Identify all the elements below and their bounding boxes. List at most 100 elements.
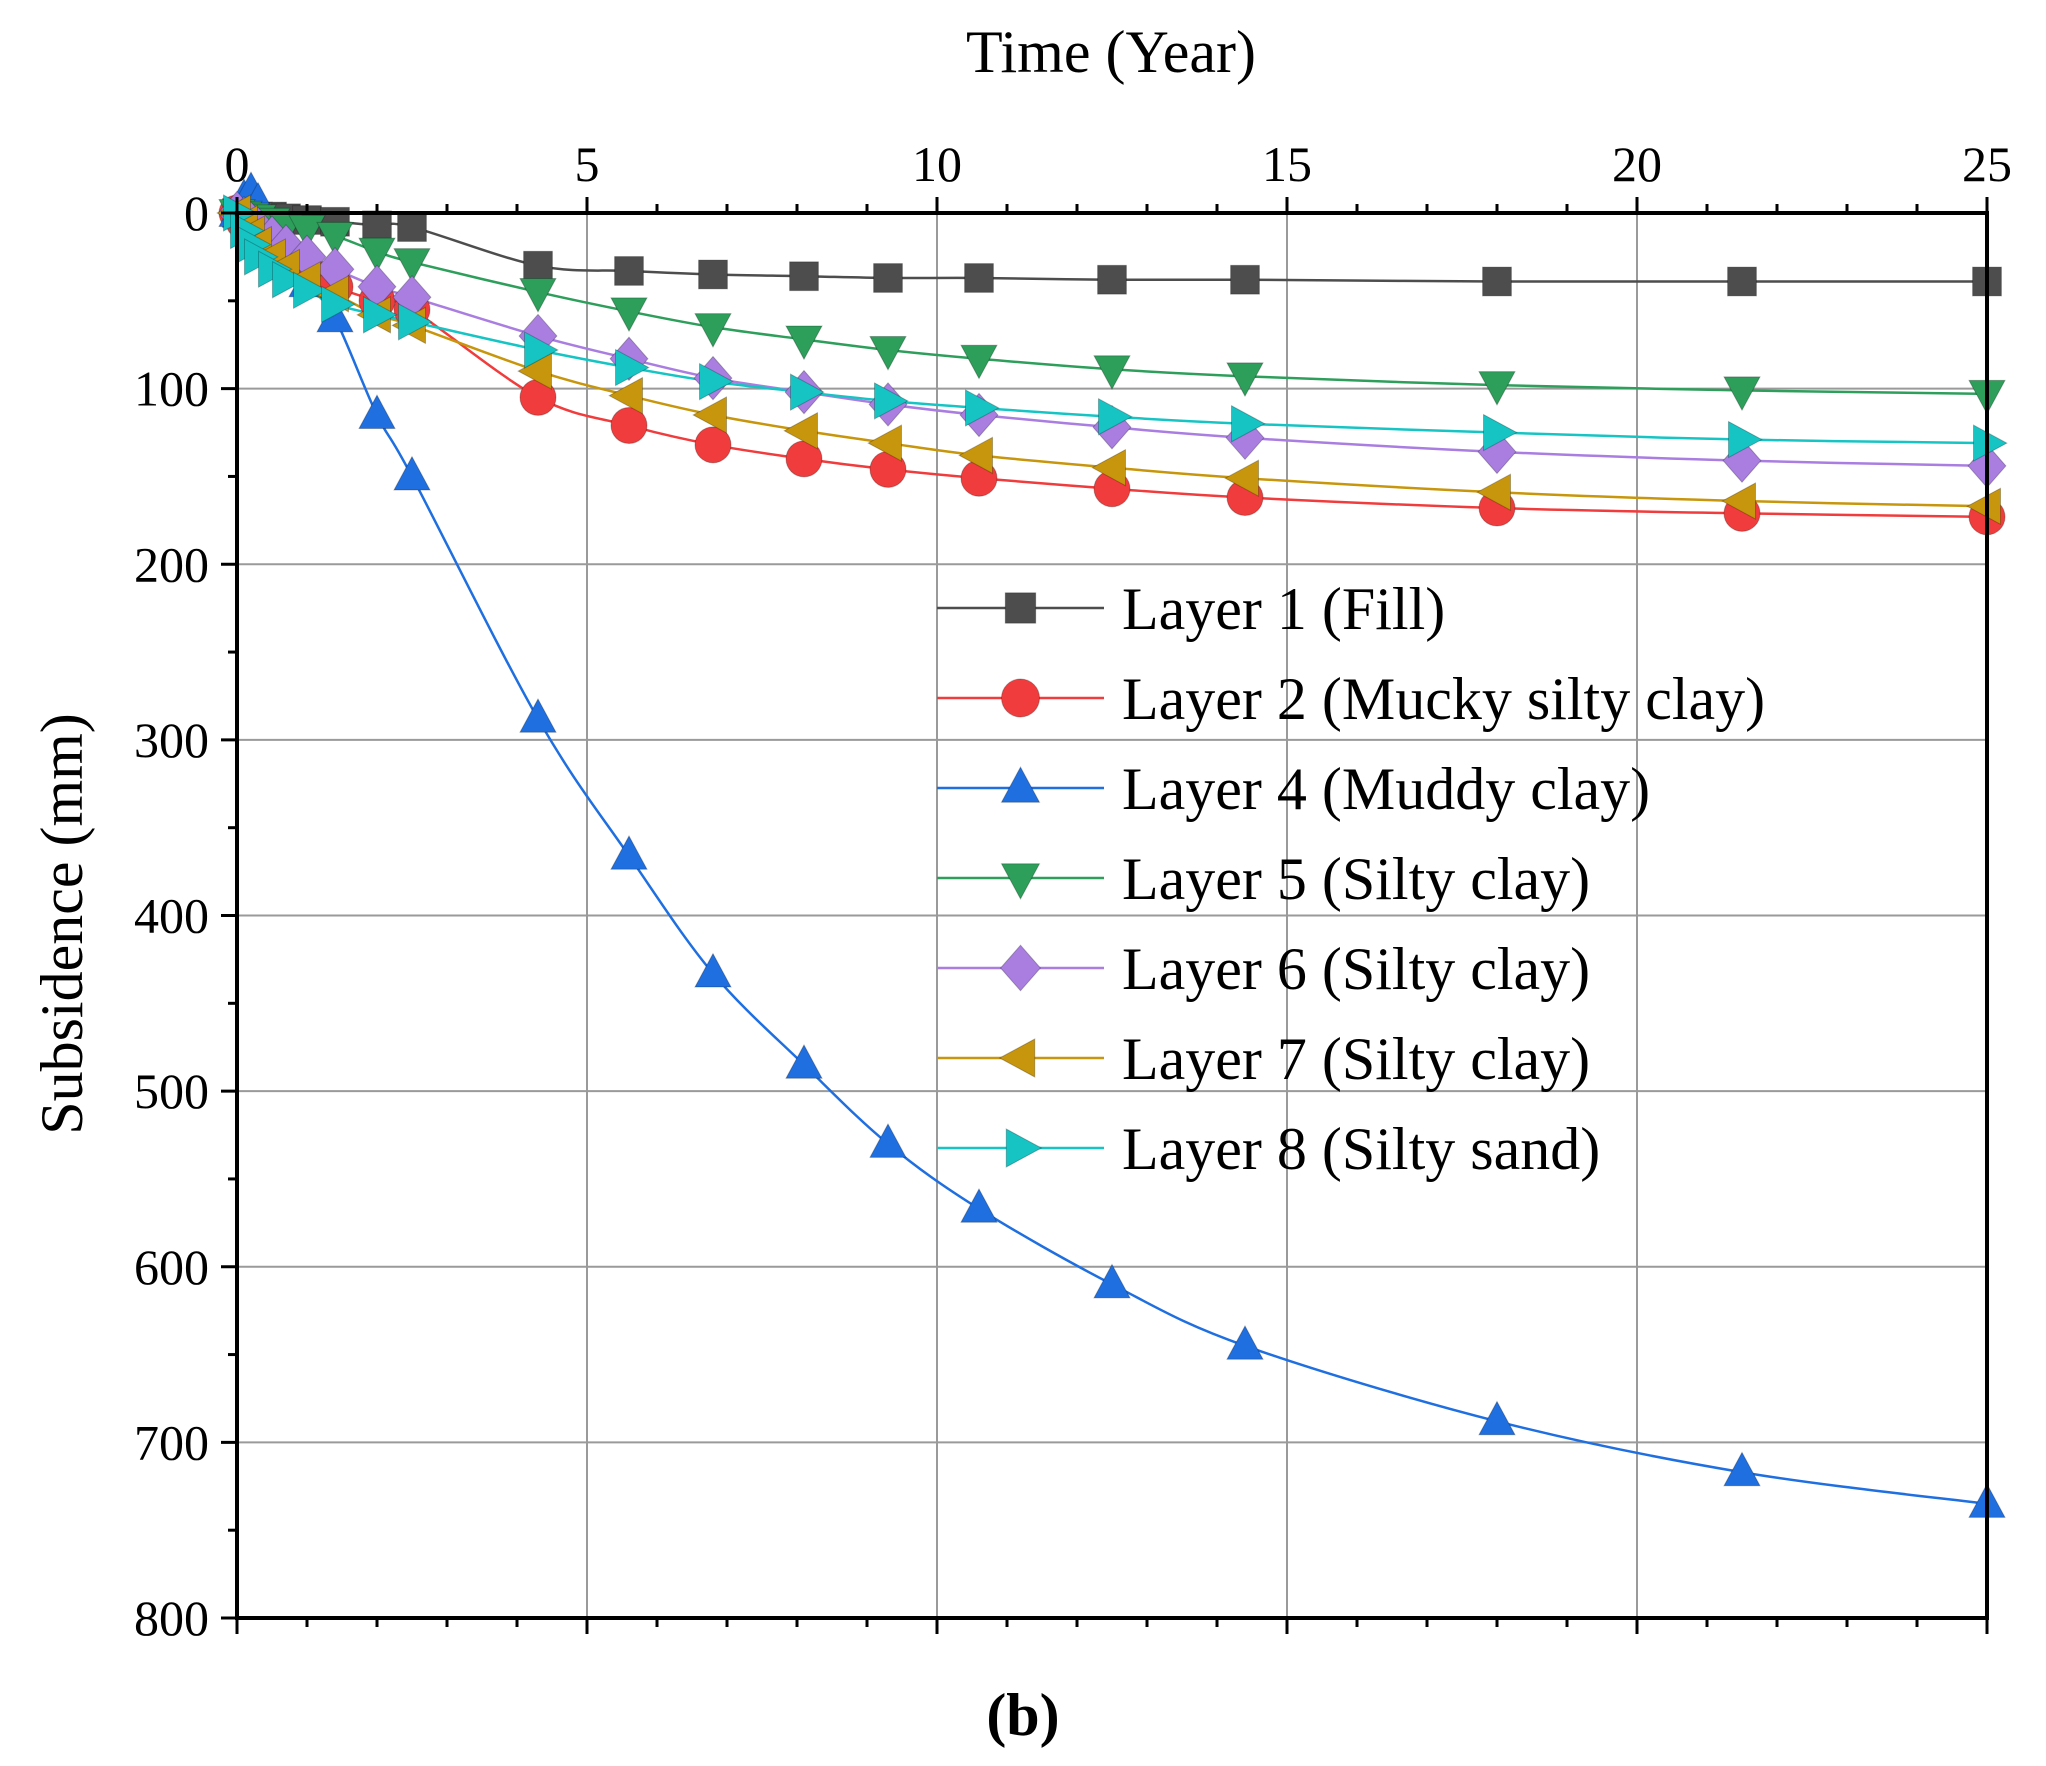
data-point [1483,413,1518,452]
data-point [519,697,557,733]
data-point [785,325,823,361]
data-point [1723,1451,1761,1487]
data-point [958,436,993,475]
data-point [1478,371,1516,406]
legend-marker [998,1038,1036,1078]
legend-label: Layer 8 (Silty sand) [1122,1116,1600,1182]
data-point [1091,448,1126,487]
y-tick-label: 800 [134,1590,209,1646]
data-point [358,394,396,429]
data-point [1093,1263,1131,1299]
data-point [1727,266,1757,297]
data-point [869,335,907,371]
data-point [694,313,732,349]
data-point [398,303,433,341]
legend-marker [1001,678,1040,718]
legend-marker [1000,766,1041,803]
x-tick-label: 5 [575,136,600,192]
data-point [960,344,998,380]
y-tick-label: 600 [134,1239,209,1295]
data-point [1723,376,1761,412]
data-point [699,362,734,401]
data-point [1482,266,1512,297]
data-point [608,376,643,415]
data-point [1093,355,1131,391]
y-axis-title: Subsidence (mm) [29,713,95,1135]
y-tick-label: 400 [134,888,209,944]
x-tick-label: 15 [1262,136,1312,192]
data-point [698,259,728,290]
data-point [694,952,732,988]
data-point [789,261,819,292]
data-point [615,348,650,387]
data-point [358,237,396,273]
data-point [519,278,557,313]
data-point [785,1043,823,1079]
legend-marker [1004,592,1037,624]
x-tick-label: 20 [1612,136,1662,192]
y-tick-label: 500 [134,1063,209,1119]
data-point [523,250,553,281]
data-point [321,285,356,324]
data-point [1721,482,1756,520]
data-point [362,210,392,241]
legend-marker [1000,863,1041,900]
legend-marker [999,944,1042,992]
y-tick-label: 0 [184,185,209,241]
data-point [1098,397,1133,436]
data-point [867,424,902,462]
x-tick-label: 0 [225,136,250,192]
data-point [610,407,648,445]
data-point [869,1122,907,1158]
data-point [316,221,354,257]
data-point [783,411,818,450]
data-point [1231,404,1266,443]
y-tick-label: 100 [134,361,209,417]
data-point [965,389,1000,427]
data-point [1966,487,2001,526]
data-point [873,263,903,293]
data-point [524,331,559,369]
legend-label: Layer 1 (Fill) [1122,576,1445,642]
data-point [393,248,431,284]
data-point [397,212,427,242]
data-point [288,214,326,250]
legend-label: Layer 4 (Muddy clay) [1122,756,1650,822]
data-point [1097,264,1127,295]
axes: 0 5 10 15 20 25 0 100 200 300 400 500 600 700 800 [134,136,2012,1646]
legend-label: Layer 2 (Mucky silty clay) [1122,666,1765,732]
data-point [1728,420,1763,459]
legend-label: Layer 5 (Silty clay) [1122,846,1590,912]
y-tick-label: 700 [134,1414,209,1470]
legend-label: Layer 7 (Silty clay) [1122,1026,1590,1092]
data-point [964,263,994,293]
data-point [1224,459,1259,498]
data-point [692,396,727,434]
x-axis-title: Time (Year) [966,19,1256,85]
data-point [1478,1400,1516,1436]
data-point [293,271,328,310]
data-point [614,256,644,286]
data-point [1226,1324,1264,1360]
data-point [694,426,732,464]
data-point [1973,424,2008,462]
data-point [874,382,909,420]
y-tick-label: 200 [134,536,209,592]
data-point [1230,264,1260,295]
x-tick-label: 25 [1962,136,2012,192]
data-point [272,260,307,299]
data-point [960,1187,998,1223]
data-point [1476,473,1511,512]
panel-label: (b) [986,1682,1059,1748]
legend-label: Layer 6 (Silty clay) [1122,936,1590,1002]
x-tick-label: 10 [912,136,962,192]
y-tick-label: 300 [134,712,209,768]
legend-marker [1005,1128,1043,1168]
data-point [790,373,825,411]
data-point [610,297,648,333]
legend: Layer 1 (Fill) Layer 2 (Mucky silty clay)… [937,576,1765,1182]
series-markers [216,171,2008,1518]
data-point [363,296,398,334]
data-point [393,455,431,491]
